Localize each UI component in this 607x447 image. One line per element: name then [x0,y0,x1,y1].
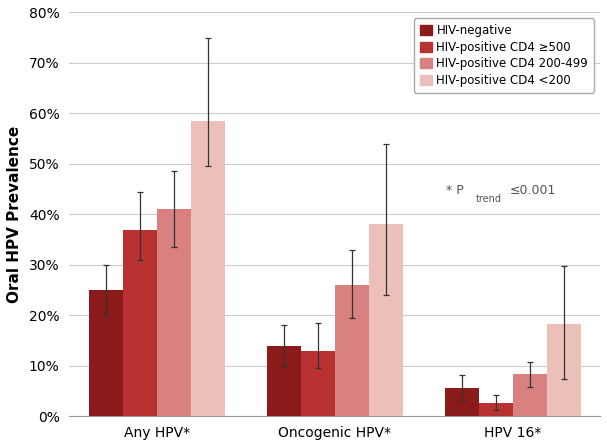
Legend: HIV-negative, HIV-positive CD4 ≥500, HIV-positive CD4 200-499, HIV-positive CD4 : HIV-negative, HIV-positive CD4 ≥500, HIV… [414,18,594,93]
Y-axis label: Oral HPV Prevalence: Oral HPV Prevalence [7,126,22,303]
Bar [479,403,513,416]
Bar [547,324,581,416]
Bar [266,346,300,416]
Bar [445,388,479,416]
Bar [513,375,547,416]
Bar [191,121,225,416]
Bar [123,230,157,416]
Text: ≤0.001: ≤0.001 [510,184,556,197]
Text: * P: * P [446,184,464,197]
Bar [368,224,402,416]
Bar [89,290,123,416]
Text: trend: trend [475,194,501,204]
Bar [334,285,368,416]
Bar [300,351,334,416]
Bar [157,209,191,416]
